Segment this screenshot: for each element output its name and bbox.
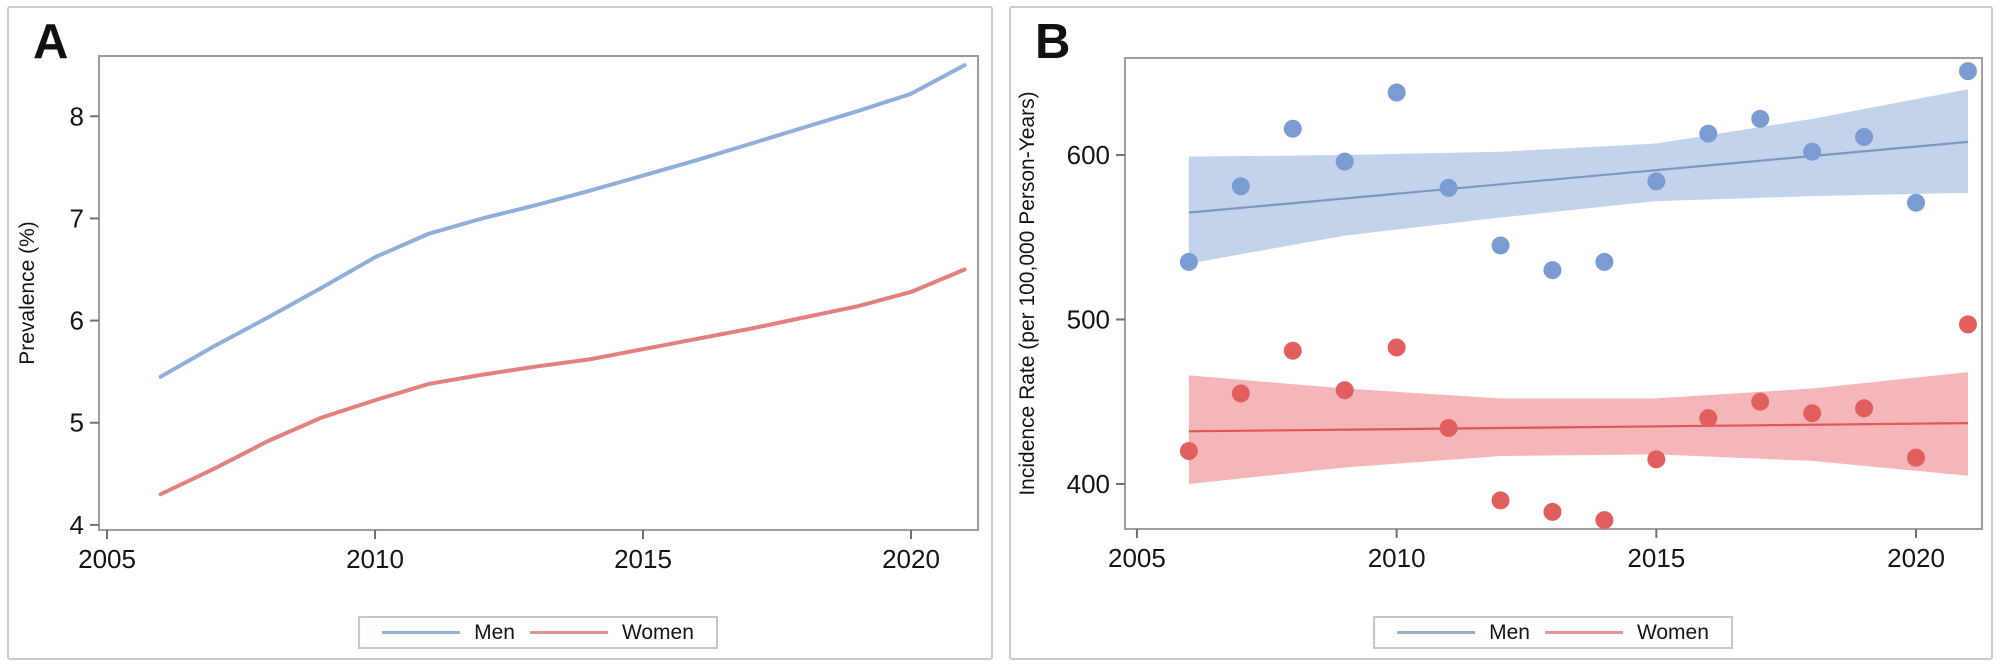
men-point: [1647, 172, 1666, 191]
men-point: [1439, 178, 1458, 197]
men-point: [1855, 127, 1874, 146]
women-point: [1335, 381, 1354, 400]
men-point: [1595, 252, 1614, 271]
men-line-swatch: [1397, 631, 1476, 634]
women-point: [1543, 502, 1562, 521]
x-tick-label: 2020: [882, 544, 940, 574]
legend-entry-women: Women: [529, 621, 694, 644]
men-point: [1179, 252, 1198, 271]
women-point: [1647, 450, 1666, 469]
men-point: [1907, 193, 1926, 212]
legend-entry-men: Men: [382, 622, 515, 643]
x-tick-label: 2015: [1627, 543, 1685, 573]
y-tick-label: 600: [1067, 140, 1110, 170]
men-point: [1699, 124, 1718, 143]
women-point: [1803, 404, 1822, 423]
y-tick-label: 5: [70, 408, 84, 438]
women-point: [1491, 491, 1510, 510]
y-tick-label: 4: [70, 510, 84, 540]
x-tick-label: 2010: [1368, 543, 1426, 573]
y-tick-label: 7: [70, 203, 84, 233]
legend-label-men: Men: [474, 621, 515, 644]
men-point: [1335, 152, 1354, 171]
men-line-swatch: [382, 631, 461, 634]
panel-b-card: B 2005 2010 2015 2020 400 500 600 Incidence Rat…: [1009, 6, 1993, 660]
women-point: [1595, 511, 1614, 530]
legend-label-women: Women: [1636, 621, 1709, 644]
men-point: [1751, 109, 1770, 128]
legend-label-men: Men: [1489, 621, 1530, 644]
women-point: [1958, 315, 1977, 334]
legend-entry-men: Men: [1397, 622, 1530, 643]
men-point: [1387, 83, 1406, 102]
men-line: [158, 63, 967, 379]
panel-a-card: A 2005 2010 2015 2020 4 5 6 7 8 Prevalence (%) Me…: [7, 6, 993, 660]
legend-label-women: Women: [621, 621, 694, 644]
panel-b-legend: Men Women: [1373, 616, 1733, 649]
men-point: [1958, 62, 1977, 81]
women-point: [1855, 399, 1874, 418]
women-point: [1231, 384, 1250, 403]
women-point: [1699, 409, 1718, 428]
women-line-swatch: [1544, 631, 1623, 634]
y-tick-label: 500: [1067, 304, 1110, 334]
women-point: [1907, 448, 1926, 467]
x-tick-label: 2015: [614, 544, 672, 574]
women-point: [1387, 338, 1406, 357]
prevalence-line-chart: 2005 2010 2015 2020 4 5 6 7 8 Prevalence (%): [16, 55, 979, 574]
panel-b-label: B: [1035, 15, 1071, 69]
y-tick-label: 8: [70, 101, 84, 131]
x-tick-label: 2005: [1108, 543, 1166, 573]
men-trend-line: [1188, 140, 1969, 214]
women-point: [1751, 392, 1770, 411]
women-point: [1179, 442, 1198, 461]
y-axis-title: Prevalence (%): [16, 221, 39, 365]
women-point: [1283, 341, 1302, 360]
plot-area-border: [98, 55, 979, 531]
legend-entry-women: Women: [1544, 621, 1709, 644]
men-point: [1543, 261, 1562, 280]
y-tick-label: 400: [1067, 469, 1110, 499]
x-tick-label: 2020: [1887, 543, 1945, 573]
men-point: [1803, 142, 1822, 161]
men-point: [1231, 177, 1250, 196]
women-point: [1439, 419, 1458, 438]
x-tick-label: 2005: [78, 544, 136, 574]
men-point: [1283, 119, 1302, 138]
panel-a-legend: Men Women: [358, 616, 718, 649]
y-axis-title: Incidence Rate (per 100,000 Person-Years…: [1016, 91, 1039, 495]
panel-a-label: A: [33, 15, 69, 69]
men-point: [1491, 236, 1510, 255]
x-tick-label: 2010: [346, 544, 404, 574]
women-trend-line: [1188, 421, 1968, 433]
women-line-swatch: [529, 631, 608, 634]
plot-area-border: [1124, 57, 1983, 530]
incidence-scatter-chart: 2005 2010 2015 2020 400 500 600 Incidence Rate …: [1016, 57, 1983, 573]
y-tick-label: 6: [70, 306, 84, 336]
women-line: [158, 267, 967, 497]
